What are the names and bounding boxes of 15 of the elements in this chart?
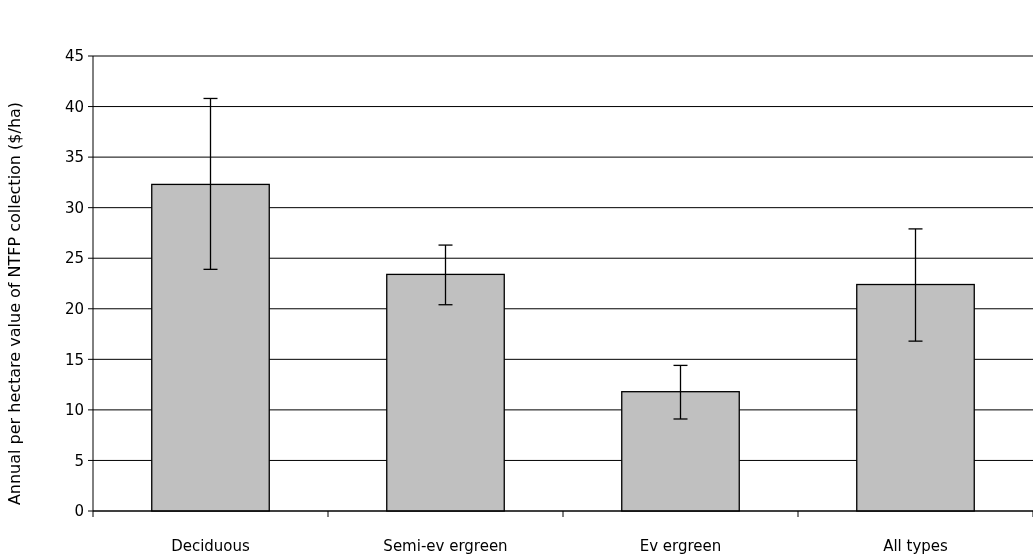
- x-tick-label: Ev ergreen: [639, 537, 722, 555]
- y-axis-title: Annual per hectare value of NTFP collection ($/ha): [5, 101, 24, 506]
- y-tick-label: 35: [64, 148, 84, 167]
- x-tick-label: Semi-ev ergreen: [383, 537, 508, 555]
- y-tick-label: 30: [64, 198, 84, 217]
- y-tick-label: 25: [64, 249, 84, 268]
- y-tick-label: 5: [74, 451, 84, 470]
- y-tick-label: 40: [64, 97, 84, 116]
- y-tick-label: 10: [64, 401, 84, 420]
- x-tick-label: All types: [883, 537, 949, 555]
- y-tick-label: 0: [74, 502, 84, 521]
- y-tick-label: 45: [64, 47, 84, 66]
- y-tick-label: 15: [64, 350, 84, 369]
- y-tick-label: 20: [64, 300, 84, 319]
- x-tick-label: Deciduous: [171, 537, 251, 555]
